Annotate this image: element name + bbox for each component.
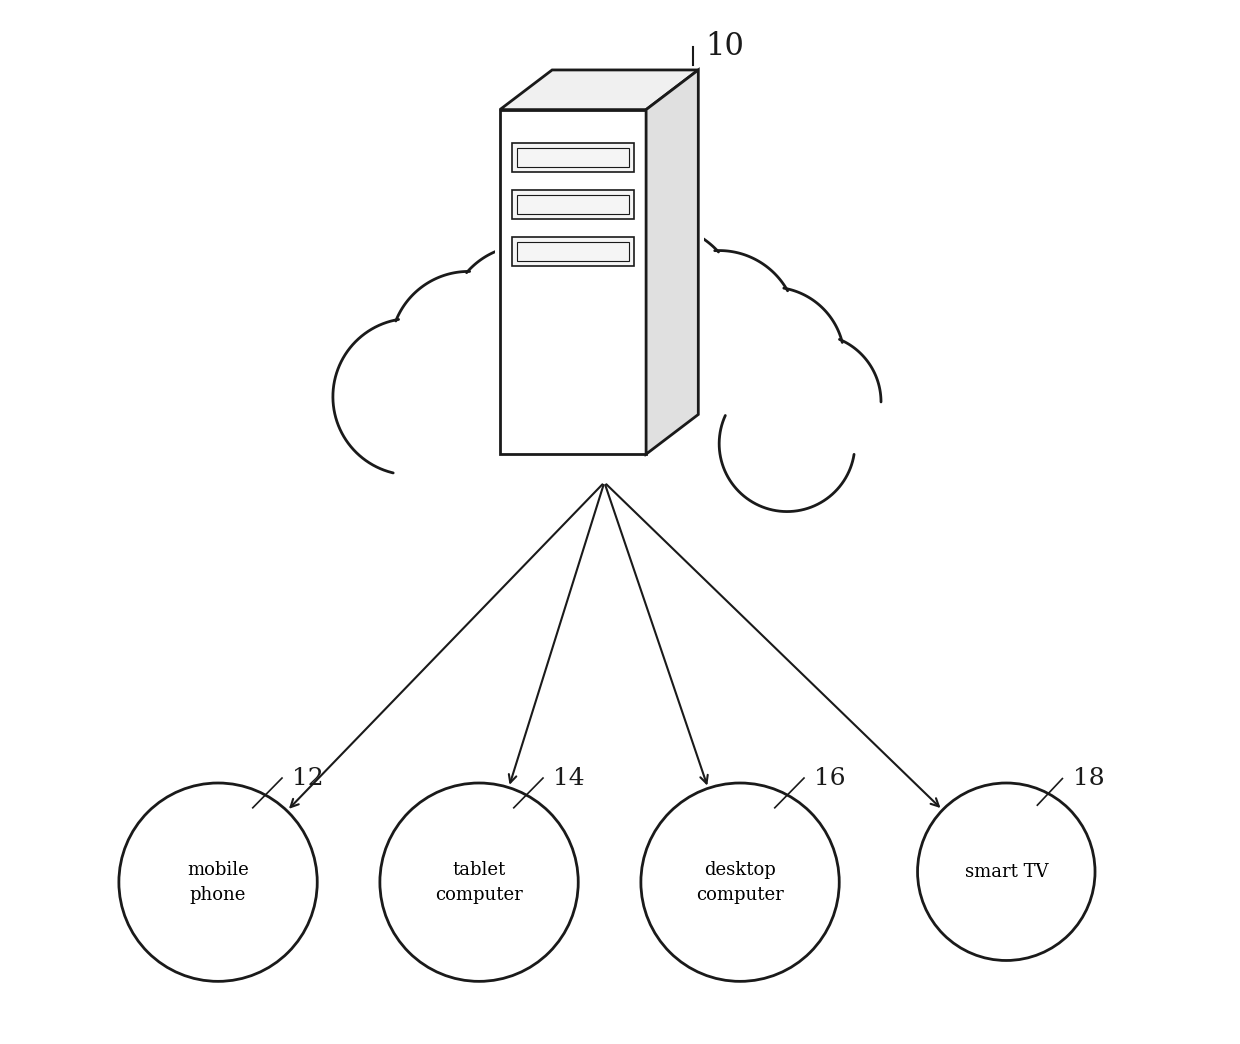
- Circle shape: [386, 376, 521, 512]
- Text: smart TV: smart TV: [965, 862, 1048, 881]
- Polygon shape: [500, 70, 698, 110]
- Bar: [512, 190, 634, 219]
- Circle shape: [698, 287, 844, 433]
- Bar: [512, 143, 634, 172]
- Text: mobile
phone: mobile phone: [187, 860, 249, 904]
- Circle shape: [505, 224, 672, 392]
- Text: 18: 18: [1073, 767, 1105, 790]
- Text: 16: 16: [815, 766, 846, 789]
- Bar: [500, 110, 646, 454]
- Polygon shape: [646, 70, 698, 454]
- Circle shape: [641, 251, 797, 407]
- Text: 10: 10: [706, 31, 744, 63]
- Bar: [495, 65, 703, 459]
- Circle shape: [119, 783, 317, 981]
- Circle shape: [918, 783, 1095, 960]
- Circle shape: [448, 245, 604, 402]
- Bar: [517, 242, 630, 261]
- Circle shape: [719, 376, 854, 512]
- Circle shape: [641, 783, 839, 981]
- Text: desktop
computer: desktop computer: [696, 860, 784, 904]
- Text: tablet
computer: tablet computer: [435, 860, 523, 904]
- Bar: [517, 195, 630, 214]
- Bar: [517, 148, 630, 167]
- Circle shape: [379, 783, 578, 981]
- Circle shape: [391, 271, 547, 428]
- Circle shape: [573, 224, 740, 392]
- Bar: [512, 237, 634, 266]
- Text: 14: 14: [553, 766, 585, 789]
- Circle shape: [745, 334, 880, 470]
- Text: 12: 12: [293, 766, 324, 789]
- Circle shape: [332, 318, 490, 475]
